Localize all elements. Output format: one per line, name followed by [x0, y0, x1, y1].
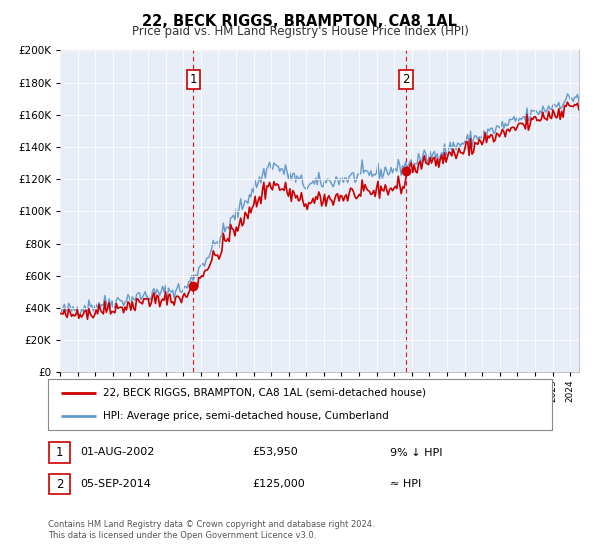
Text: 2: 2 — [56, 478, 63, 491]
Text: 22, BECK RIGGS, BRAMPTON, CA8 1AL (semi-detached house): 22, BECK RIGGS, BRAMPTON, CA8 1AL (semi-… — [103, 388, 427, 398]
Text: Price paid vs. HM Land Registry's House Price Index (HPI): Price paid vs. HM Land Registry's House … — [131, 25, 469, 38]
Text: ≈ HPI: ≈ HPI — [390, 479, 421, 489]
FancyBboxPatch shape — [49, 442, 70, 463]
Text: 1: 1 — [56, 446, 63, 459]
FancyBboxPatch shape — [49, 474, 70, 494]
Text: 1: 1 — [190, 73, 197, 86]
Text: £53,950: £53,950 — [252, 447, 298, 458]
Text: 05-SEP-2014: 05-SEP-2014 — [80, 479, 151, 489]
Text: 01-AUG-2002: 01-AUG-2002 — [80, 447, 154, 458]
Text: £125,000: £125,000 — [252, 479, 305, 489]
FancyBboxPatch shape — [48, 379, 552, 430]
Text: 2: 2 — [403, 73, 410, 86]
Text: Contains HM Land Registry data © Crown copyright and database right 2024.
This d: Contains HM Land Registry data © Crown c… — [48, 520, 374, 540]
Text: 9% ↓ HPI: 9% ↓ HPI — [390, 447, 443, 458]
Text: 22, BECK RIGGS, BRAMPTON, CA8 1AL: 22, BECK RIGGS, BRAMPTON, CA8 1AL — [143, 14, 458, 29]
Text: HPI: Average price, semi-detached house, Cumberland: HPI: Average price, semi-detached house,… — [103, 411, 389, 421]
